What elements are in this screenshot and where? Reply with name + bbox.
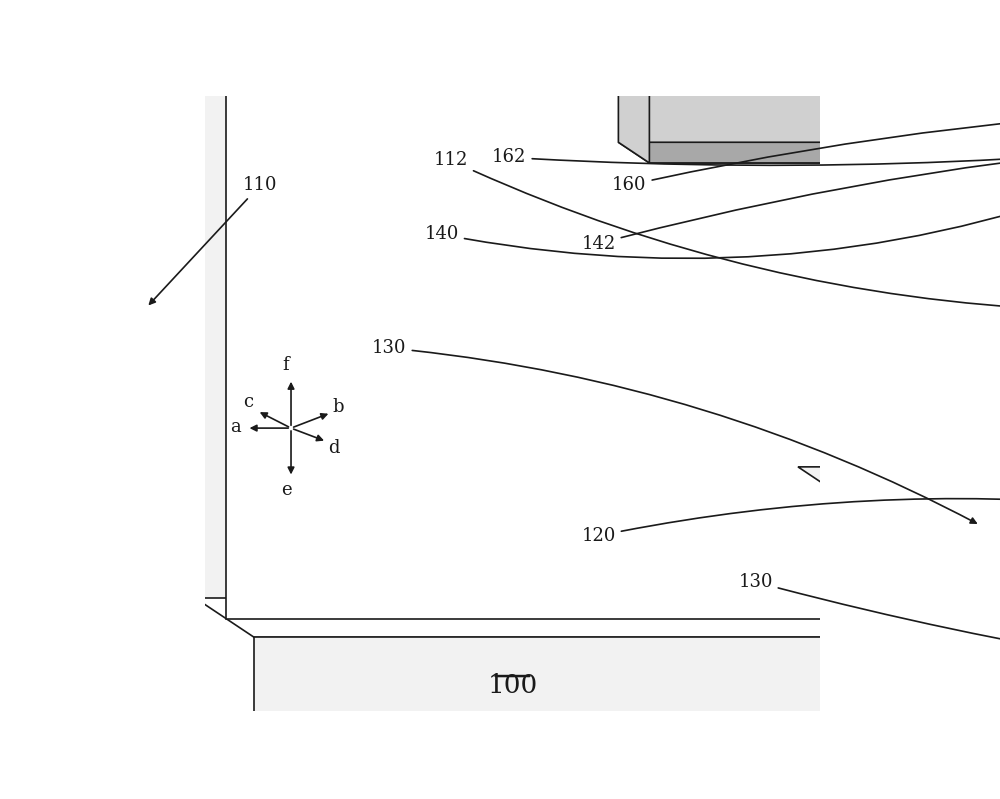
Text: 162: 162: [492, 121, 1000, 166]
Polygon shape: [902, 0, 940, 598]
Polygon shape: [550, 0, 581, 117]
Text: 160: 160: [612, 106, 1000, 194]
Polygon shape: [195, 0, 1000, 598]
Polygon shape: [883, 0, 921, 507]
Polygon shape: [443, 0, 1000, 26]
Polygon shape: [0, 379, 1000, 638]
Polygon shape: [158, 0, 1000, 573]
Polygon shape: [734, 0, 852, 461]
Polygon shape: [481, 0, 512, 71]
Text: 100: 100: [487, 673, 538, 698]
Polygon shape: [940, 0, 1000, 598]
Polygon shape: [412, 0, 443, 26]
Polygon shape: [618, 142, 1000, 163]
Polygon shape: [512, 0, 1000, 71]
Polygon shape: [815, 0, 852, 461]
Polygon shape: [931, 555, 1000, 731]
Polygon shape: [765, 0, 803, 507]
Polygon shape: [550, 97, 1000, 117]
Polygon shape: [581, 0, 1000, 117]
Text: a: a: [230, 418, 241, 436]
Text: 110: 110: [150, 176, 278, 304]
Polygon shape: [89, 0, 1000, 527]
Polygon shape: [798, 467, 1000, 555]
Polygon shape: [0, 0, 1000, 435]
Polygon shape: [0, 0, 1000, 415]
Text: 112: 112: [434, 152, 1000, 312]
Polygon shape: [254, 638, 1000, 731]
Polygon shape: [127, 0, 1000, 552]
Polygon shape: [871, 0, 990, 552]
Polygon shape: [803, 0, 921, 507]
Polygon shape: [195, 0, 649, 11]
Polygon shape: [226, 11, 1000, 619]
Text: 130: 130: [372, 339, 976, 523]
Polygon shape: [696, 0, 734, 461]
Polygon shape: [481, 50, 1000, 71]
Polygon shape: [618, 0, 649, 163]
Polygon shape: [20, 0, 1000, 482]
Text: f: f: [283, 356, 289, 375]
Text: 140: 140: [425, 165, 1000, 258]
Polygon shape: [412, 5, 1000, 26]
Polygon shape: [834, 0, 871, 552]
Polygon shape: [195, 0, 1000, 11]
Text: d: d: [328, 439, 340, 457]
Text: 120: 120: [581, 499, 1000, 623]
Text: c: c: [244, 392, 254, 411]
Polygon shape: [0, 0, 1000, 461]
Polygon shape: [952, 0, 990, 552]
Text: e: e: [281, 481, 291, 499]
Text: 130: 130: [738, 573, 1000, 707]
Text: b: b: [333, 398, 344, 415]
Text: 142: 142: [582, 134, 1000, 252]
Polygon shape: [58, 0, 1000, 507]
Polygon shape: [649, 11, 1000, 163]
